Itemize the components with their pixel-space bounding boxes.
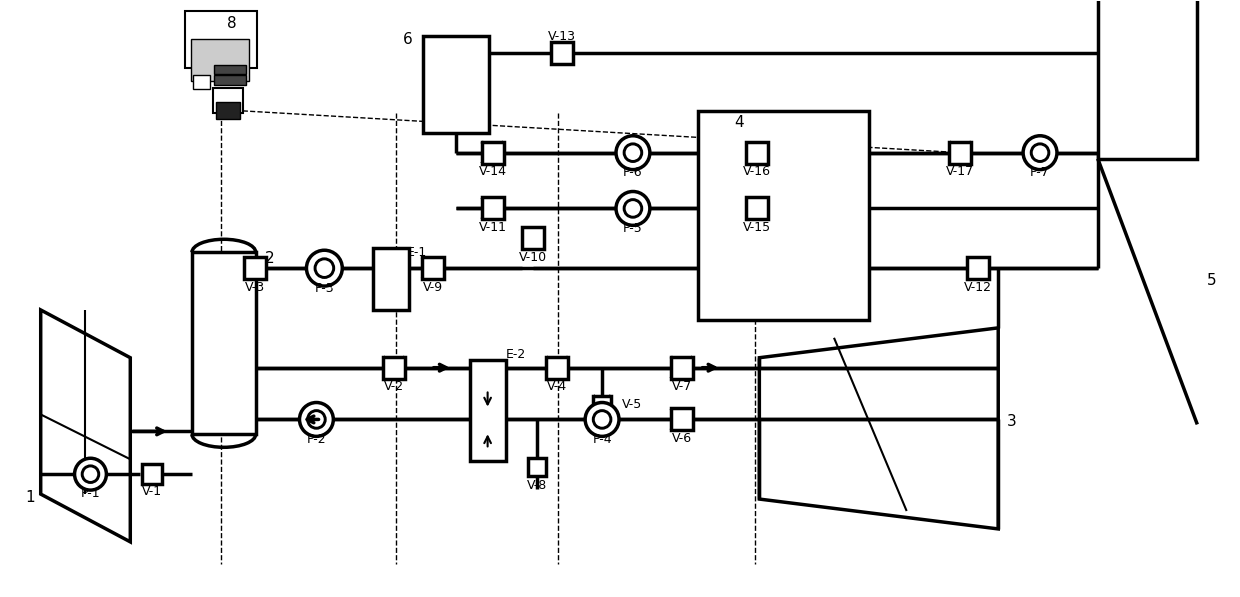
Text: V-10: V-10 — [520, 251, 548, 264]
Text: P-4: P-4 — [593, 433, 611, 446]
Text: V-16: V-16 — [743, 165, 771, 178]
Bar — [216, 102, 239, 119]
Bar — [383, 357, 405, 378]
Bar — [244, 257, 265, 279]
Bar — [213, 88, 243, 113]
Bar — [185, 11, 257, 68]
Bar — [671, 408, 693, 430]
Bar — [746, 198, 769, 219]
Text: V-2: V-2 — [384, 380, 404, 393]
Circle shape — [300, 402, 334, 436]
Bar — [671, 357, 693, 378]
Circle shape — [306, 250, 342, 286]
Text: V-8: V-8 — [527, 479, 548, 491]
Bar — [423, 36, 489, 133]
Text: V-13: V-13 — [548, 30, 577, 43]
Text: P-1: P-1 — [81, 487, 100, 500]
Bar — [528, 458, 547, 476]
Text: 6: 6 — [403, 32, 413, 47]
Text: E-1: E-1 — [407, 246, 427, 259]
Text: V-9: V-9 — [423, 281, 443, 294]
Text: V-6: V-6 — [672, 432, 692, 445]
Text: 1: 1 — [25, 490, 35, 504]
Circle shape — [74, 458, 107, 490]
Bar — [967, 257, 990, 279]
Bar — [470, 360, 506, 461]
Text: 2: 2 — [265, 251, 274, 266]
Text: V-12: V-12 — [965, 281, 992, 294]
Bar — [143, 464, 162, 484]
Bar — [213, 65, 246, 74]
Bar — [191, 39, 249, 81]
Bar — [547, 357, 568, 378]
Bar — [746, 141, 769, 164]
Circle shape — [593, 411, 611, 428]
Bar — [481, 141, 503, 164]
Bar — [698, 111, 869, 320]
Bar — [422, 257, 444, 279]
Bar — [1097, 0, 1198, 159]
Bar — [522, 227, 544, 249]
Circle shape — [624, 199, 642, 217]
Circle shape — [1032, 144, 1049, 161]
Bar — [192, 252, 255, 435]
Text: V-3: V-3 — [244, 281, 265, 294]
Bar — [593, 396, 611, 414]
Text: P-3: P-3 — [315, 282, 335, 294]
Circle shape — [616, 136, 650, 170]
Text: 4: 4 — [734, 115, 744, 130]
Circle shape — [315, 259, 334, 278]
Bar — [193, 75, 210, 89]
Circle shape — [308, 411, 325, 428]
Circle shape — [585, 402, 619, 436]
Bar — [552, 42, 573, 64]
Bar — [950, 141, 971, 164]
Text: V-5: V-5 — [622, 398, 642, 411]
Text: V-17: V-17 — [946, 165, 975, 178]
Text: V-4: V-4 — [547, 380, 568, 393]
Text: 8: 8 — [227, 16, 237, 31]
Text: 5: 5 — [1207, 273, 1216, 288]
Text: P-6: P-6 — [624, 166, 642, 179]
Text: V-7: V-7 — [672, 380, 692, 393]
Bar — [373, 248, 409, 310]
Text: V-1: V-1 — [143, 485, 162, 498]
Circle shape — [82, 466, 99, 482]
Text: P-7: P-7 — [1030, 166, 1050, 179]
Circle shape — [624, 144, 642, 161]
Bar — [213, 75, 246, 85]
Bar — [481, 198, 503, 219]
Text: V-14: V-14 — [479, 165, 507, 178]
Text: 3: 3 — [1007, 414, 1017, 429]
Circle shape — [1023, 136, 1056, 170]
Text: V-15: V-15 — [743, 221, 771, 234]
Text: E-2: E-2 — [506, 348, 526, 361]
Text: P-5: P-5 — [622, 222, 642, 235]
Text: P-2: P-2 — [306, 433, 326, 446]
Circle shape — [616, 192, 650, 225]
Text: V-11: V-11 — [479, 221, 507, 234]
